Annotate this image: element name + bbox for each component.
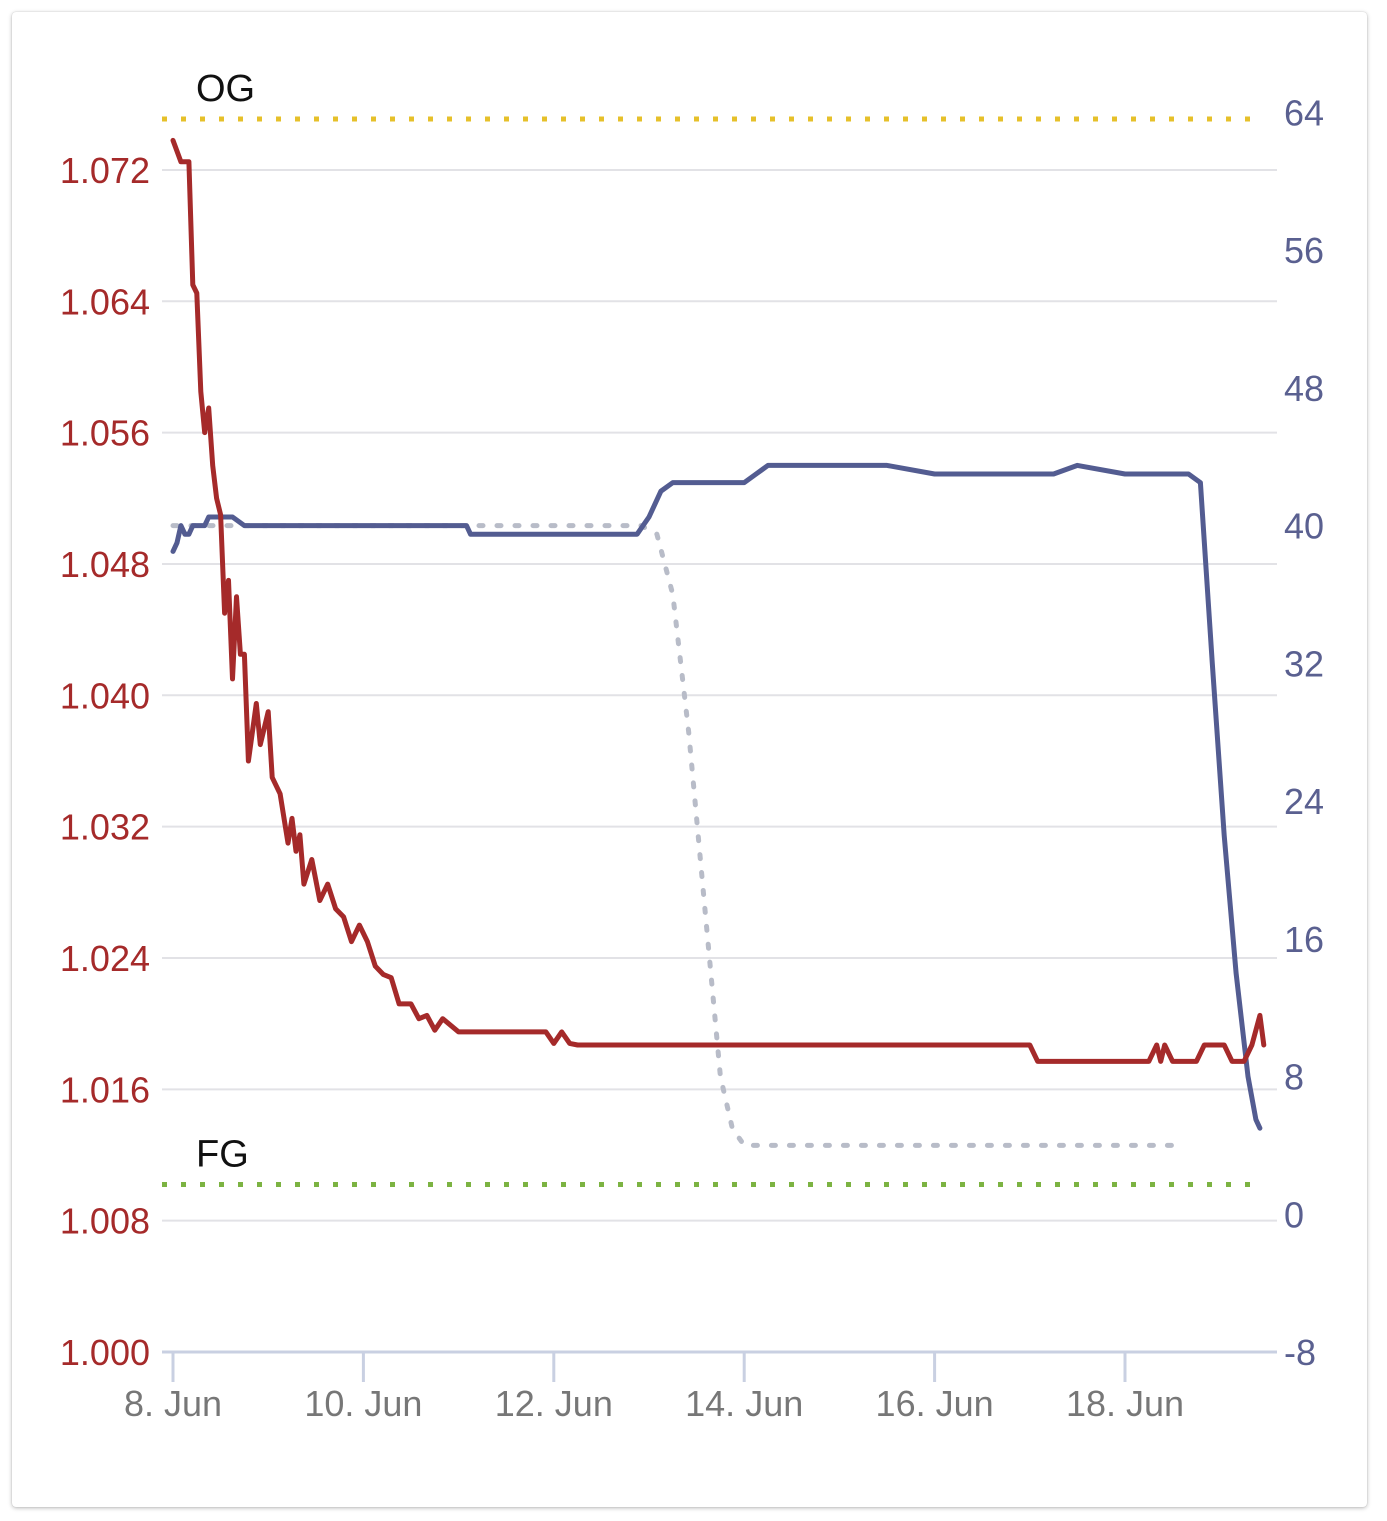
- y-right-tick-label: 32: [1284, 643, 1324, 684]
- x-tick-label: 10. Jun: [304, 1383, 422, 1424]
- axes: 1.000 1.008 1.016 1.024 1.032 1.040 1.048 1.056…: [60, 92, 1324, 1424]
- y-left-tick-label: 1.040: [60, 675, 150, 716]
- y-left-tick-label: 1.064: [60, 281, 150, 322]
- grid-lines: [162, 168, 1277, 1222]
- y-right-tick-label: 0: [1284, 1194, 1304, 1235]
- y-right-tick-label: 8: [1284, 1057, 1304, 1098]
- x-tick-label: 14. Jun: [685, 1383, 803, 1424]
- y-right-tick-label: -8: [1284, 1332, 1316, 1373]
- y-right-tick-label: 64: [1284, 92, 1324, 133]
- y-left-tick-label: 1.056: [60, 413, 150, 454]
- x-tick-label: 16. Jun: [876, 1383, 994, 1424]
- series-line-dotted: [170, 523, 1183, 1148]
- reference-label-og: OG: [196, 68, 255, 110]
- y-right-tick-label: 40: [1284, 506, 1324, 547]
- y-left-tick-label: 1.000: [60, 1332, 150, 1373]
- series-line-right-axis: [170, 462, 1263, 1131]
- x-tick-label: 18. Jun: [1066, 1383, 1184, 1424]
- series-lines: [170, 137, 1267, 1148]
- y-right-tick-label: 16: [1284, 919, 1324, 960]
- y-left-tick-label: 1.048: [60, 544, 150, 585]
- x-tick-label: 12. Jun: [495, 1383, 613, 1424]
- y-left-tick-label: 1.032: [60, 807, 150, 848]
- x-tick-label: 8. Jun: [124, 1383, 222, 1424]
- series-line-gravity: [170, 137, 1267, 1064]
- y-left-tick-label: 1.008: [60, 1201, 150, 1242]
- y-right-tick-label: 48: [1284, 368, 1324, 409]
- y-left-tick-label: 1.016: [60, 1069, 150, 1110]
- y-right-tick-label: 56: [1284, 230, 1324, 271]
- y-left-tick-label: 1.024: [60, 938, 150, 979]
- reference-label-fg: FG: [196, 1134, 249, 1176]
- chart-card: [12, 12, 1367, 1507]
- reference-lines: OG FG: [162, 68, 1262, 1188]
- y-right-tick-label: 24: [1284, 781, 1324, 822]
- y-left-tick-label: 1.072: [60, 150, 150, 191]
